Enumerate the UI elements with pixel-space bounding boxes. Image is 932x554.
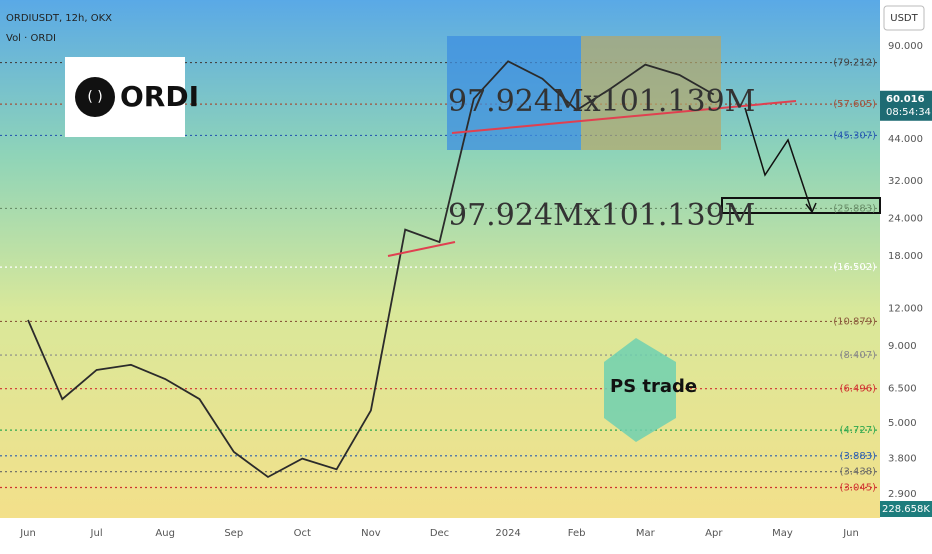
volume-box xyxy=(880,501,932,517)
level-label: (57.605) xyxy=(833,99,876,110)
last-price-box xyxy=(880,90,932,121)
unit-label[interactable]: USDT xyxy=(890,13,918,24)
y-tick-label: 12.000 xyxy=(888,304,923,315)
x-tick-label: Jun xyxy=(842,528,859,539)
y-tick-label: 18.000 xyxy=(888,251,923,262)
x-tick-label: Aug xyxy=(155,528,175,539)
logo-icon xyxy=(75,77,115,117)
level-label: (45.307) xyxy=(833,130,876,141)
x-tick-label: 2024 xyxy=(495,528,520,539)
level-label: (6.496) xyxy=(840,384,877,395)
x-tick-label: Apr xyxy=(705,528,723,539)
logo-text: ORDI xyxy=(120,80,199,113)
x-tick-label: Jul xyxy=(90,528,103,539)
y-tick-label: 9.000 xyxy=(888,341,917,352)
y-tick-label: 32.000 xyxy=(888,176,923,187)
annotation: 97.924Mx101.139M xyxy=(448,84,755,119)
y-tick-label: 24.000 xyxy=(888,213,923,224)
x-tick-label: Mar xyxy=(636,528,656,539)
projection-arrow xyxy=(744,107,813,213)
x-tick-label: Nov xyxy=(361,528,381,539)
annotation: 97.924Mx101.139M xyxy=(448,198,755,233)
target-box xyxy=(721,197,881,214)
y-tick-label: 2.900 xyxy=(888,489,917,500)
level-label: (8.407) xyxy=(840,350,877,361)
x-tick-label: May xyxy=(772,528,793,539)
y-tick-label: 44.000 xyxy=(888,134,923,145)
watermark: PS trade xyxy=(610,376,697,397)
level-label: (25.883) xyxy=(833,203,876,214)
price-line xyxy=(27,60,715,479)
x-tick-label: Oct xyxy=(294,528,311,539)
level-label: (10.879) xyxy=(833,316,876,327)
indicator-label: Vol · ORDI xyxy=(6,33,56,44)
countdown: 08:54:34 xyxy=(886,107,931,118)
level-label: (3.045) xyxy=(840,483,877,494)
level-label: (79.212) xyxy=(833,58,876,69)
trend-line xyxy=(451,100,797,134)
watermark-logo xyxy=(604,338,676,442)
level-label: (16.502) xyxy=(833,262,876,273)
y-tick-label: 3.800 xyxy=(888,454,917,465)
x-tick-label: Feb xyxy=(568,528,586,539)
x-tick-label: Dec xyxy=(430,528,449,539)
y-tick-label: 6.500 xyxy=(888,384,917,395)
trend-line xyxy=(387,241,456,257)
chart-title: ORDIUSDT, 12h, OKX xyxy=(6,13,112,24)
price-axis xyxy=(880,0,932,550)
level-label: (3.438) xyxy=(840,467,877,478)
time-axis xyxy=(0,518,880,550)
last-price: 60.016 xyxy=(886,94,925,105)
y-tick-label: 90.000 xyxy=(888,41,923,52)
x-tick-label: Jun xyxy=(19,528,36,539)
y-tick-label: 5.000 xyxy=(888,418,917,429)
volume-label: 228.658K xyxy=(882,504,930,515)
level-label: (4.727) xyxy=(840,425,877,436)
x-tick-label: Sep xyxy=(224,528,243,539)
level-label: (3.883) xyxy=(840,451,877,462)
unit-button[interactable] xyxy=(883,5,925,31)
logo-glyph: ( ) xyxy=(87,89,102,105)
